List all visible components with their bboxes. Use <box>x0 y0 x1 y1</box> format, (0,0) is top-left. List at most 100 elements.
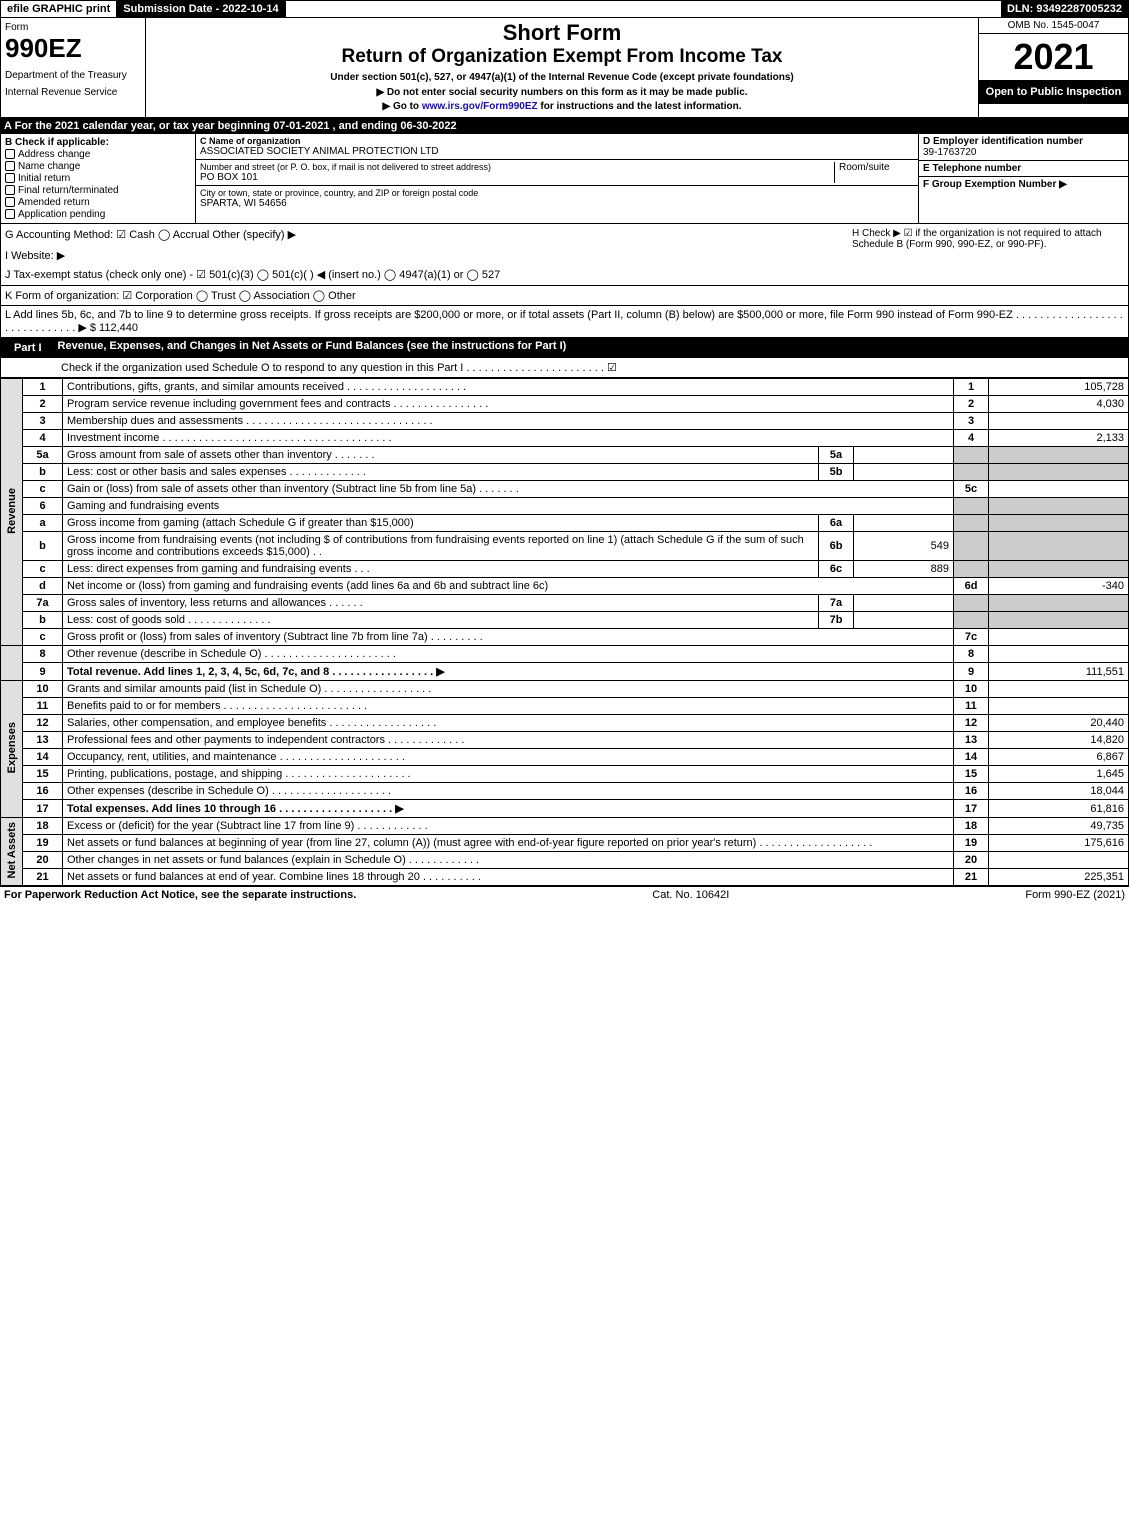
line-11: 11Benefits paid to or for members . . . … <box>1 698 1129 715</box>
line-5b: bLess: cost or other basis and sales exp… <box>1 464 1129 481</box>
line-7b: bLess: cost of goods sold . . . . . . . … <box>1 612 1129 629</box>
chk-pending[interactable]: Application pending <box>5 209 191 220</box>
chk-initial[interactable]: Initial return <box>5 173 191 184</box>
line-g: G Accounting Method: ☑ Cash ◯ Accrual Ot… <box>5 228 844 241</box>
line-5c: cGain or (loss) from sale of assets othe… <box>1 481 1129 498</box>
line-12: 12Salaries, other compensation, and empl… <box>1 715 1129 732</box>
col-b-title: B Check if applicable: <box>5 137 191 148</box>
line-i: I Website: ▶ <box>5 249 844 262</box>
header-middle: Short Form Return of Organization Exempt… <box>146 18 978 117</box>
street-label: Number and street (or P. O. box, if mail… <box>200 162 834 172</box>
form-number: 990EZ <box>5 33 141 64</box>
cat-no: Cat. No. 10642I <box>356 889 1025 901</box>
form-table: Revenue 1 Contributions, gifts, grants, … <box>0 378 1129 886</box>
goto-line: ▶ Go to www.irs.gov/Form990EZ for instru… <box>148 101 976 112</box>
part1-check: Check if the organization used Schedule … <box>0 358 1129 378</box>
irs-link[interactable]: www.irs.gov/Form990EZ <box>422 101 538 112</box>
chk-address[interactable]: Address change <box>5 149 191 160</box>
line-4: 4Investment income . . . . . . . . . . .… <box>1 430 1129 447</box>
omb-number: OMB No. 1545-0047 <box>979 18 1128 34</box>
goto-pre: ▶ Go to <box>382 101 421 112</box>
room-suite: Room/suite <box>834 162 914 183</box>
ssn-warning: ▶ Do not enter social security numbers o… <box>148 87 976 98</box>
line-l: L Add lines 5b, 6c, and 7b to line 9 to … <box>0 306 1129 338</box>
city-label: City or town, state or province, country… <box>200 188 914 198</box>
irs-label: Internal Revenue Service <box>5 87 141 98</box>
part1-label: Part I <box>6 340 50 356</box>
org-name-row: C Name of organization ASSOCIATED SOCIET… <box>196 134 918 160</box>
form-header: Form 990EZ Department of the Treasury In… <box>0 18 1129 118</box>
phone-row: E Telephone number <box>919 161 1128 177</box>
line-2: 2Program service revenue including gover… <box>1 396 1129 413</box>
line-1: Revenue 1 Contributions, gifts, grants, … <box>1 379 1129 396</box>
chk-name[interactable]: Name change <box>5 161 191 172</box>
dept-treasury: Department of the Treasury <box>5 70 141 81</box>
city: SPARTA, WI 54656 <box>200 198 914 209</box>
line-8: 8Other revenue (describe in Schedule O) … <box>1 646 1129 663</box>
short-form-title: Short Form <box>148 20 976 46</box>
dln: DLN: 93492287005232 <box>1001 1 1128 17</box>
line-18: Net Assets18Excess or (deficit) for the … <box>1 818 1129 835</box>
line-9: 9Total revenue. Add lines 1, 2, 3, 4, 5c… <box>1 663 1129 681</box>
part1-title: Revenue, Expenses, and Changes in Net As… <box>58 340 567 356</box>
street-row: Number and street (or P. O. box, if mail… <box>196 160 918 186</box>
line-6: 6Gaming and fundraising events <box>1 498 1129 515</box>
info-grid: B Check if applicable: Address change Na… <box>0 134 1129 224</box>
footer: For Paperwork Reduction Act Notice, see … <box>0 886 1129 903</box>
line-21: 21Net assets or fund balances at end of … <box>1 869 1129 886</box>
line-20: 20Other changes in net assets or fund ba… <box>1 852 1129 869</box>
line-7a: 7aGross sales of inventory, less returns… <box>1 595 1129 612</box>
goto-post: for instructions and the latest informat… <box>538 101 742 112</box>
group-exempt-row: F Group Exemption Number ▶ <box>919 177 1128 192</box>
line-j: J Tax-exempt status (check only one) - ☑… <box>5 268 844 281</box>
street: PO BOX 101 <box>200 172 834 183</box>
d-label: D Employer identification number <box>923 136 1083 147</box>
f-label: F Group Exemption Number ▶ <box>923 179 1067 190</box>
line-3: 3Membership dues and assessments . . . .… <box>1 413 1129 430</box>
line-5a: 5aGross amount from sale of assets other… <box>1 447 1129 464</box>
form-label: Form <box>5 22 141 33</box>
line-7c: cGross profit or (loss) from sales of in… <box>1 629 1129 646</box>
footer-left: For Paperwork Reduction Act Notice, see … <box>4 889 356 901</box>
part1-header: Part I Revenue, Expenses, and Changes in… <box>0 338 1129 358</box>
col-cde: C Name of organization ASSOCIATED SOCIET… <box>196 134 1128 223</box>
chk-final[interactable]: Final return/terminated <box>5 185 191 196</box>
section-ghij: G Accounting Method: ☑ Cash ◯ Accrual Ot… <box>0 224 1129 286</box>
name-label: C Name of organization <box>200 136 914 146</box>
city-row: City or town, state or province, country… <box>196 186 918 211</box>
return-title: Return of Organization Exempt From Incom… <box>148 46 976 68</box>
ein-row: D Employer identification number 39-1763… <box>919 134 1128 161</box>
ein: 39-1763720 <box>923 147 1124 158</box>
col-b: B Check if applicable: Address change Na… <box>1 134 196 223</box>
e-label: E Telephone number <box>923 163 1021 174</box>
subtitle: Under section 501(c), 527, or 4947(a)(1)… <box>148 72 976 83</box>
line-h: H Check ▶ ☑ if the organization is not r… <box>844 228 1124 281</box>
line-k: K Form of organization: ☑ Corporation ◯ … <box>0 286 1129 306</box>
top-bar: efile GRAPHIC print Submission Date - 20… <box>0 0 1129 18</box>
header-left: Form 990EZ Department of the Treasury In… <box>1 18 146 117</box>
col-c: C Name of organization ASSOCIATED SOCIET… <box>196 134 918 223</box>
line-15: 15Printing, publications, postage, and s… <box>1 766 1129 783</box>
line-13: 13Professional fees and other payments t… <box>1 732 1129 749</box>
line-6a: aGross income from gaming (attach Schedu… <box>1 515 1129 532</box>
efile-print-button[interactable]: efile GRAPHIC print <box>1 1 117 17</box>
form-ref: Form 990-EZ (2021) <box>1025 889 1125 901</box>
line-6b: bGross income from fundraising events (n… <box>1 532 1129 561</box>
line-10: Expenses10Grants and similar amounts pai… <box>1 681 1129 698</box>
revenue-label: Revenue <box>1 379 23 646</box>
line-19: 19Net assets or fund balances at beginni… <box>1 835 1129 852</box>
netassets-label: Net Assets <box>1 818 23 886</box>
org-name: ASSOCIATED SOCIETY ANIMAL PROTECTION LTD <box>200 146 914 157</box>
submission-date: Submission Date - 2022-10-14 <box>117 1 285 17</box>
line-17: 17Total expenses. Add lines 10 through 1… <box>1 800 1129 818</box>
line-14: 14Occupancy, rent, utilities, and mainte… <box>1 749 1129 766</box>
line-6d: dNet income or (loss) from gaming and fu… <box>1 578 1129 595</box>
chk-amended[interactable]: Amended return <box>5 197 191 208</box>
tax-year: 2021 <box>979 34 1128 80</box>
open-public: Open to Public Inspection <box>979 80 1128 104</box>
col-def: D Employer identification number 39-1763… <box>918 134 1128 223</box>
header-right: OMB No. 1545-0047 2021 Open to Public In… <box>978 18 1128 117</box>
line-16: 16Other expenses (describe in Schedule O… <box>1 783 1129 800</box>
section-a: A For the 2021 calendar year, or tax yea… <box>0 118 1129 134</box>
expenses-label: Expenses <box>1 681 23 818</box>
